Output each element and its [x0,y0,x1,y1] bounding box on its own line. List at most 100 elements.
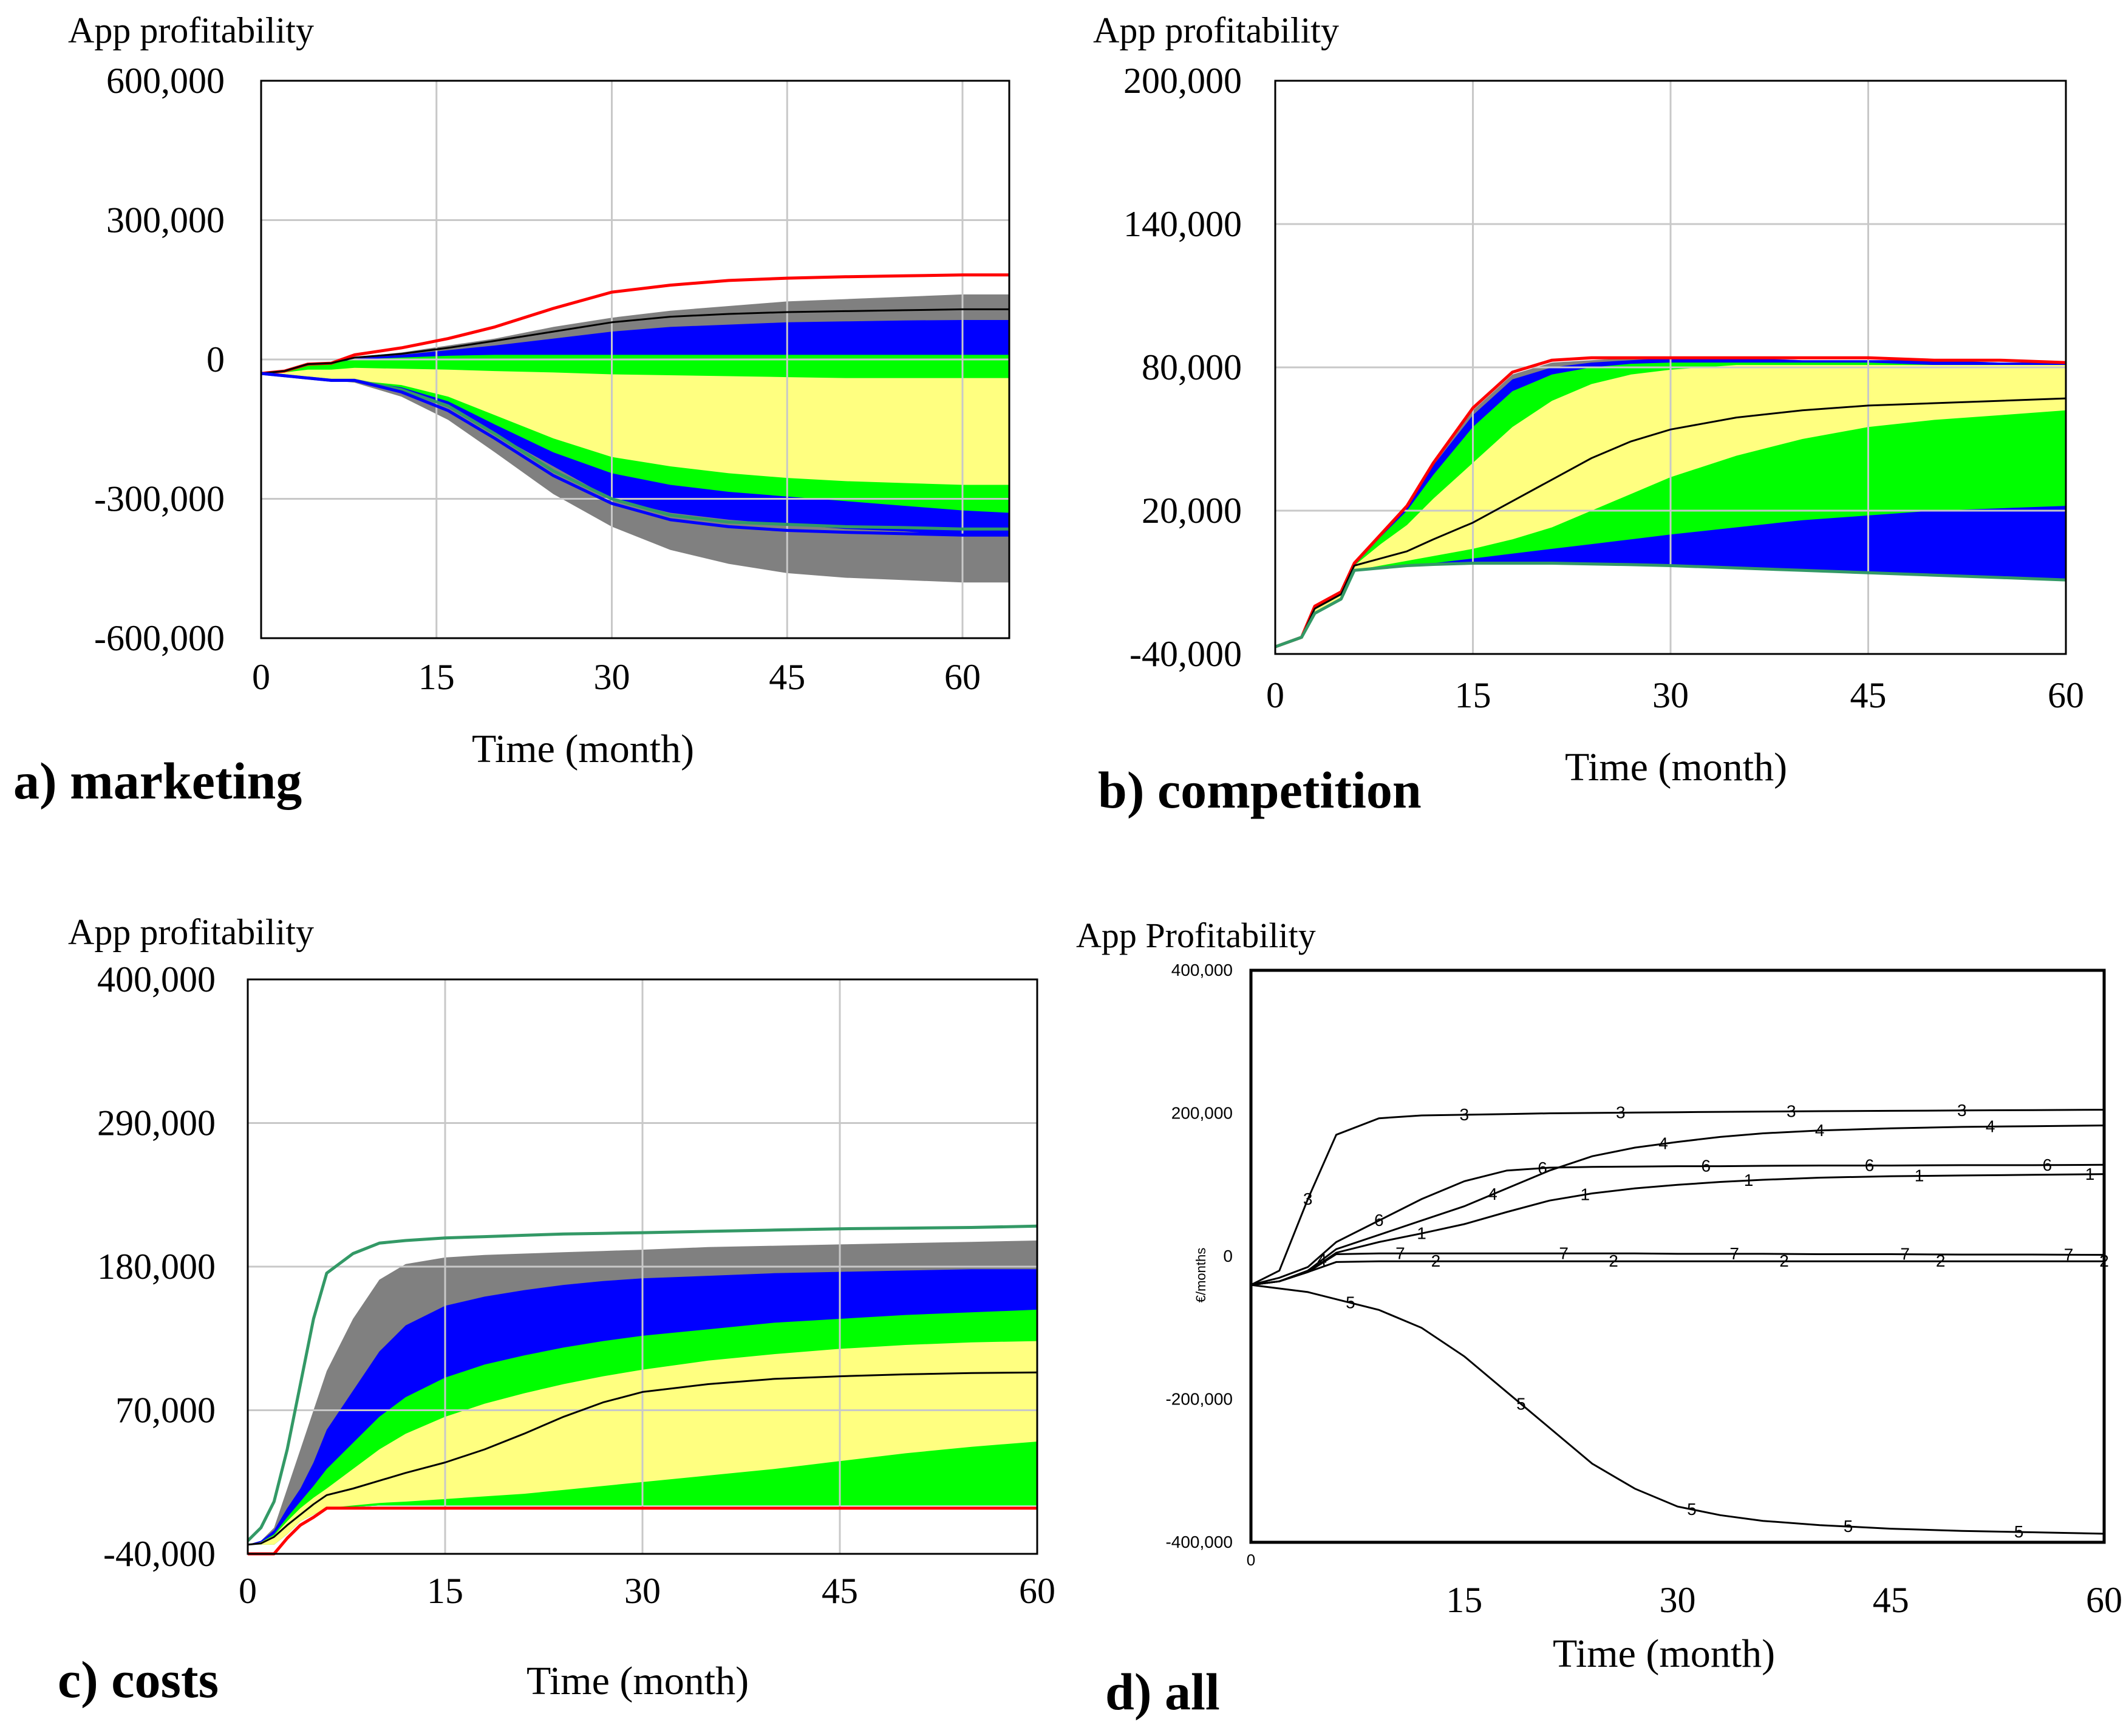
panel-d-series-3-marker-2: 3 [1616,1103,1626,1122]
panel-d-series-1-marker-1: 1 [1581,1185,1590,1203]
panel-d-series-1-marker-4: 1 [2085,1165,2095,1183]
panel-a-line-black-1 [261,308,1009,375]
panel-a-xtick-label: 15 [418,657,455,697]
panel-d-series-5-marker-4: 5 [2014,1522,2024,1541]
panel-d-series-6-marker-3: 6 [1865,1156,1875,1175]
panel-d-series-1 [1250,1173,2105,1286]
panel-a-xtick-label: 45 [769,657,805,697]
panel-a-line-blue-3 [261,372,1009,537]
panel-a-xtick-label: 30 [594,657,630,697]
panel-d-xtick-label: 60 [2086,1580,2122,1620]
panel-a-ytick-label: 600,000 [106,61,225,101]
panel-c-caption: c) costs [58,1650,219,1709]
panel-b-xtick-label: 45 [1850,675,1887,715]
panel-d-series-5-marker-0: 5 [1346,1293,1355,1312]
panel-c-title: App profitability [68,912,314,952]
panel-b-line-red-0 [1275,356,2066,648]
panel-b-plot-frame [1274,80,2067,655]
panel-b-ytick-label: 80,000 [1142,347,1242,387]
panel-d-series-6 [1250,1163,2105,1286]
panel-d-series-2-marker-3: 2 [1936,1251,1946,1270]
panel-b-xtick-label: 0 [1266,675,1284,715]
panel-d-series-3-marker-3: 3 [1787,1101,1796,1120]
panel-d-series-7-marker-0: 7 [1395,1244,1405,1262]
panel-a-xtick-label: 0 [252,657,270,697]
panel-b-xtick-label: 60 [2048,675,2084,715]
panel-d-series-5 [1250,1284,2105,1535]
panel-d-ytick-label: 200,000 [1171,1104,1233,1123]
panel-a-plot-frame [260,80,1010,639]
panel-d-caption: d) all [1105,1663,1220,1721]
panel-d-series-2 [1250,1260,2104,1286]
panel-d-series-6-marker-0: 6 [1374,1211,1384,1230]
panel-d-series-3 [1250,1109,2105,1286]
panel-d-series-7-marker-4: 7 [2064,1245,2074,1264]
panel-d-series-6-marker-2: 6 [1702,1157,1711,1176]
panel-c-xtick-label: 60 [1019,1571,1055,1611]
panel-d-ytick-label: -400,000 [1165,1533,1233,1551]
panel-d-series-7 [1250,1252,2105,1286]
panel-b-ytick-label: 140,000 [1123,204,1242,244]
panel-a-xtick-label: 60 [944,657,981,697]
panel-a-title: App profitability [68,10,314,50]
panel-d-series-3-marker-1: 3 [1460,1105,1470,1124]
panel-d-title: App Profitability [1076,916,1316,955]
panel-d-series-2-marker-2: 2 [1779,1251,1789,1270]
panel-c: App profitability -40,000 70,000 180,000 29… [58,912,1055,1709]
panel-c-xtick-label: 30 [624,1571,661,1611]
panel-a-ytick-label: 0 [206,339,225,380]
panel-a-x-axis-label: Time (month) [472,727,694,771]
panel-d-series-3-marker-4: 3 [1957,1101,1967,1120]
panel-d-series-4-marker-1: 4 [1488,1185,1497,1203]
panel-d-ytick-label: 0 [1223,1247,1233,1265]
panel-c-xtick-label: 15 [427,1571,463,1611]
panel-c-line-black-1 [247,1371,1038,1546]
panel-a-caption: a) marketing [13,752,302,810]
panel-d-series-7-marker-3: 7 [1900,1245,1910,1264]
panel-b-x-axis-label: Time (month) [1565,745,1787,789]
panel-d-xtick-label: 45 [1873,1580,1909,1620]
panel-d-series-4-marker-4: 4 [1986,1117,1995,1135]
panel-d-series-5-marker-2: 5 [1687,1500,1697,1519]
panel-b-ytick-label: 200,000 [1123,61,1242,101]
panel-c-x-axis-label: Time (month) [526,1659,749,1703]
panel-b: App profitability -40,000 20,000 80,000 140… [1093,10,2084,819]
panel-d-series-1-marker-2: 1 [1744,1171,1754,1190]
panel-d: App Profitability €/months 111 1 12 2 2 2 233 3… [1076,916,2122,1721]
panel-b-line-seaGreen-2 [1275,562,2066,648]
panel-d-ytick-label: 400,000 [1171,961,1233,979]
panel-d-xtick-label: 0 [1247,1551,1255,1569]
panel-c-ytick-label: 400,000 [97,959,216,999]
panel-c-xtick-label: 0 [239,1571,257,1611]
panel-d-y-axis-label: €/months [1193,1248,1208,1303]
panel-d-xtick-label: 15 [1446,1580,1482,1620]
panel-c-line-red-2 [248,1506,1037,1556]
panel-a: App profitability -600,000 -300,000 0 300,0… [13,10,1010,810]
panel-d-series-5-marker-3: 5 [1844,1517,1853,1536]
panel-d-x-axis-label: Time (month) [1553,1632,1775,1676]
panel-c-xtick-label: 45 [822,1571,858,1611]
panel-d-series-5-marker-1: 5 [1516,1394,1526,1413]
panel-b-ytick-label: -40,000 [1129,634,1242,674]
panel-c-plot-frame [247,978,1038,1555]
panel-d-series-4-marker-3: 4 [1815,1121,1825,1140]
panel-d-series-2-marker-0: 2 [1431,1251,1441,1270]
panel-d-series-4-marker-2: 4 [1658,1134,1668,1153]
panel-a-ytick-label: -600,000 [94,618,225,658]
panel-d-series-6-marker-1: 6 [1538,1159,1547,1177]
panel-d-plot-frame [1249,968,2106,1544]
panel-b-caption: b) competition [1098,761,1422,819]
panel-c-ytick-label: -40,000 [103,1534,216,1574]
panel-c-ytick-label: 70,000 [115,1390,216,1430]
panel-d-series-1-marker-0: 1 [1417,1224,1426,1242]
panel-a-ytick-label: 300,000 [106,200,225,240]
panel-b-ytick-label: 20,000 [1142,491,1242,531]
panel-c-ytick-label: 180,000 [97,1247,216,1287]
panel-d-series-6-marker-4: 6 [2043,1156,2053,1174]
panel-d-series-1-marker-3: 1 [1915,1166,1924,1185]
panel-c-ytick-label: 290,000 [97,1103,216,1143]
panel-c-line-seaGreen-0 [247,1224,1038,1542]
panel-d-xtick-label: 30 [1660,1580,1696,1620]
panel-d-ytick-label: -200,000 [1165,1390,1233,1409]
